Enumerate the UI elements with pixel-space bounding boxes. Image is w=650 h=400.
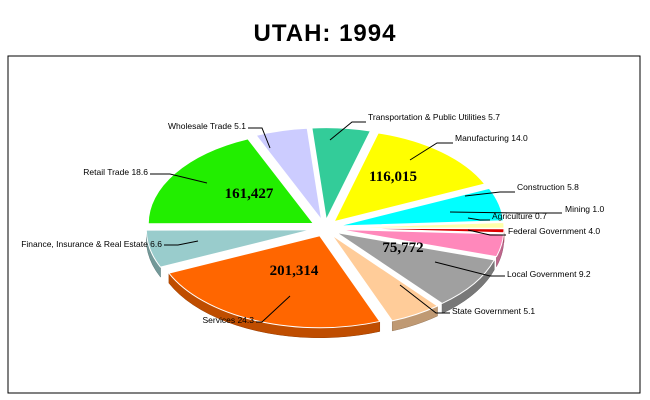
value-label-local-government: 75,772 bbox=[382, 240, 423, 256]
slice-finance-insurance-and-real-estate bbox=[145, 229, 312, 268]
slice-label-local-government: Local Government 9.2 bbox=[507, 269, 591, 279]
slice-wholesale-trade bbox=[255, 127, 323, 221]
slice-label-mining: Mining 1.0 bbox=[565, 204, 604, 214]
slice-label-transportation-and-public-utilities: Transportation & Public Utilities 5.7 bbox=[368, 112, 500, 122]
slice-transportation-and-public-utilities bbox=[311, 127, 372, 222]
slice-label-agriculture: Agriculture 0.7 bbox=[492, 211, 547, 221]
slice-label-manufacturing: Manufacturing 14.0 bbox=[455, 133, 528, 143]
leader-line-manufacturing bbox=[409, 142, 453, 161]
chart-title: UTAH: 1994 bbox=[253, 20, 397, 47]
slice-local-government bbox=[336, 232, 496, 305]
slice-label-wholesale-trade: Wholesale Trade 5.1 bbox=[168, 121, 246, 131]
slice-services bbox=[168, 235, 381, 329]
slice-construction bbox=[338, 187, 504, 227]
leader-line-local-government bbox=[434, 261, 505, 277]
value-labels: 116,015 75,772 201,314 161,427 bbox=[225, 169, 424, 279]
leader-line-retail-trade bbox=[150, 173, 208, 184]
slice-labels: Transportation & Public Utilities 5.7 Man… bbox=[21, 112, 604, 325]
slice-label-services: Services 24.3 bbox=[203, 315, 255, 325]
slice-retail-trade bbox=[147, 138, 315, 225]
slice-label-construction: Construction 5.8 bbox=[517, 182, 579, 192]
pie-slices bbox=[145, 127, 505, 338]
slice-agriculture bbox=[338, 227, 505, 234]
leader-line-federal-government bbox=[467, 229, 506, 236]
leader-line-construction bbox=[464, 191, 515, 197]
leader-line-transportation-and-public-utilities bbox=[329, 121, 366, 141]
plot-frame bbox=[7, 55, 641, 394]
value-label-services: 201,314 bbox=[270, 263, 319, 279]
value-label-retail-trade: 161,427 bbox=[225, 186, 274, 202]
leader-line-mining bbox=[449, 211, 562, 214]
leader-line-agriculture bbox=[467, 217, 490, 221]
slice-label-state-government: State Government 5.1 bbox=[452, 306, 535, 316]
slice-label-retail-trade: Retail Trade 18.6 bbox=[83, 167, 148, 177]
leader-line-state-government bbox=[399, 284, 450, 314]
value-label-manufacturing: 116,015 bbox=[369, 169, 417, 185]
leader-lines bbox=[150, 121, 562, 323]
leader-line-services bbox=[256, 295, 291, 323]
slice-state-government bbox=[331, 234, 439, 322]
leader-line-wholesale-trade bbox=[248, 127, 271, 149]
slice-label-finance-insurance-and-real-estate: Finance, Insurance & Real Estate 6.6 bbox=[21, 239, 162, 249]
slice-federal-government bbox=[338, 228, 505, 258]
slice-label-federal-government: Federal Government 4.0 bbox=[508, 226, 600, 236]
slice-manufacturing bbox=[333, 132, 486, 223]
leader-line-finance-insurance-and-real-estate bbox=[164, 240, 199, 246]
